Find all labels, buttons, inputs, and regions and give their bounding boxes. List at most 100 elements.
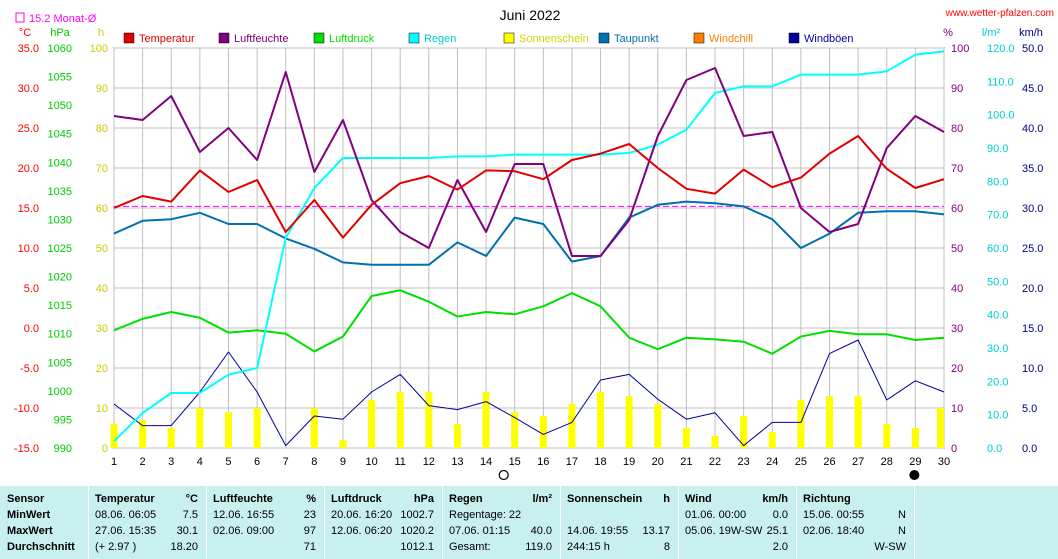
hours-tick: 10 — [96, 403, 108, 415]
statistics-table: Sensor MinWert MaxWert Durchschnitt Temp… — [0, 486, 1058, 559]
kmh-tick: 5.0 — [1022, 403, 1037, 415]
kmh-tick: 0.0 — [1022, 443, 1037, 455]
percent-tick: 10 — [951, 403, 963, 415]
stats-col-pressure: Luftdruck hPa 20.06. 16:20 1002.7 12.06. 0… — [324, 486, 442, 559]
sunshine-bar — [654, 404, 662, 448]
lm2-tick: 70.0 — [987, 210, 1008, 222]
celsius-tick: 25.0 — [18, 123, 39, 135]
hpa-tick: 1010 — [48, 329, 72, 341]
lm2-tick: 30.0 — [987, 343, 1008, 355]
kmh-tick: 25.0 — [1022, 243, 1043, 255]
percent-tick: 60 — [951, 203, 963, 215]
monthly-avg-marker — [15, 12, 25, 23]
hours-tick: 80 — [96, 123, 108, 135]
hum-min-value: 23 — [303, 509, 316, 521]
x-tick-label: 14 — [480, 456, 492, 468]
x-tick-label: 29 — [909, 456, 921, 468]
hum-unit: % — [306, 493, 316, 505]
wind-max-date: 05.06. 19W-SW — [685, 525, 763, 537]
lm2-tick: 100.0 — [987, 110, 1015, 122]
x-tick-label: 19 — [623, 456, 635, 468]
kmh-tick: 20.0 — [1022, 283, 1043, 295]
sun-max-date: 14.06. 19:55 — [567, 525, 629, 537]
legend-swatch — [788, 32, 800, 44]
sunshine-bar — [224, 412, 232, 448]
lm2-tick: 90.0 — [987, 143, 1008, 155]
temp-avg-diff: (+ 2.97 ) — [95, 541, 137, 553]
celsius-tick: -15.0 — [14, 443, 39, 455]
dir-avg-value: W-SW — [874, 541, 906, 553]
x-tick-label: 20 — [652, 456, 664, 468]
press-max-value: 1020.2 — [400, 525, 434, 537]
sunshine-bar — [911, 428, 919, 448]
dir-header: Richtung — [803, 493, 851, 505]
sunshine-bar — [854, 396, 862, 448]
luftfeuchte-line — [113, 67, 945, 257]
x-tick-label: 23 — [738, 456, 750, 468]
stats-col-rain: Regen l/m² Regentage: 22 07.06. 01:15 40.0… — [442, 486, 560, 559]
row-label-max: MaxWert — [7, 525, 53, 537]
new-moon-icon — [909, 470, 920, 480]
stats-col-humidity: Luftfeuchte% 12.06. 16:55 23 02.06. 09:00… — [206, 486, 324, 559]
temp-min-value: 7.5 — [182, 509, 198, 521]
celsius-tick: 10.0 — [18, 243, 39, 255]
stats-col-wind: Wind km/h 01.06. 00:00 0.0 05.06. 19W-SW 25… — [678, 486, 796, 559]
temp-avg-value: 18.20 — [170, 541, 198, 553]
sunshine-bar — [539, 416, 547, 448]
rain-max-value: 40.0 — [530, 525, 552, 537]
x-tick-label: 8 — [311, 456, 317, 468]
sunshine-bar — [139, 420, 147, 448]
sun-unit: h — [663, 493, 670, 505]
x-tick-label: 7 — [283, 456, 289, 468]
source-link[interactable]: www.wetter-pfalzen.com — [945, 8, 1054, 19]
percent-unit: % — [943, 27, 953, 39]
legend-label: Sonnenschein — [519, 33, 589, 45]
hours-tick: 60 — [96, 203, 108, 215]
x-tick-label: 5 — [225, 456, 231, 468]
press-min-date: 20.06. 16:20 — [331, 509, 393, 521]
x-tick-label: 11 — [394, 456, 405, 468]
sunshine-bar — [339, 440, 347, 448]
hum-max-value: 97 — [303, 525, 316, 537]
hpa-tick: 1025 — [48, 243, 72, 255]
x-tick-label: 30 — [938, 456, 950, 468]
lm2-unit: l/m² — [982, 27, 1001, 39]
hours-tick: 30 — [96, 323, 108, 335]
x-tick-label: 24 — [766, 456, 778, 468]
sun-max-value: 13.17 — [642, 525, 670, 537]
lm2-tick: 40.0 — [987, 310, 1008, 322]
x-tick-label: 15 — [509, 456, 521, 468]
sunshine-bar — [937, 408, 944, 448]
hpa-tick: 1040 — [48, 157, 72, 169]
sunshine-bar — [253, 408, 261, 448]
kmh-tick: 35.0 — [1022, 163, 1043, 175]
kmh-unit: km/h — [1019, 27, 1043, 39]
dir-min-date: 15.06. 00:55 — [803, 509, 865, 521]
sunshine-bar — [511, 412, 519, 448]
x-tick-label: 9 — [340, 456, 346, 468]
sunshine-bar — [196, 408, 204, 448]
dir-max-date: 02.06. 18:40 — [803, 525, 865, 537]
lm2-tick: 120.0 — [987, 43, 1015, 55]
legend-label: Taupunkt — [614, 33, 659, 45]
legend-swatch — [408, 32, 420, 44]
x-tick-label: 2 — [140, 456, 146, 468]
sun-header: Sonnenschein — [567, 493, 643, 505]
regen-line — [113, 50, 945, 443]
rain-total-value: 119.0 — [525, 541, 552, 553]
taupunkt-line — [113, 200, 945, 266]
hpa-tick: 1020 — [48, 272, 72, 284]
x-tick-label: 6 — [254, 456, 260, 468]
legend-label: Luftfeuchte — [234, 33, 288, 45]
kmh-tick: 15.0 — [1022, 323, 1043, 335]
press-header: Luftdruck — [331, 493, 382, 505]
legend-label: Windböen — [804, 33, 854, 45]
sunshine-bar — [625, 396, 633, 448]
sunshine-bar — [110, 424, 118, 448]
stats-col-empty — [914, 486, 1058, 559]
sunshine-bar — [768, 432, 776, 448]
hpa-tick: 1000 — [48, 386, 72, 398]
hpa-tick: 1055 — [48, 72, 72, 84]
percent-tick: 70 — [951, 163, 963, 175]
rain-total-label: Gesamt: — [449, 541, 491, 553]
